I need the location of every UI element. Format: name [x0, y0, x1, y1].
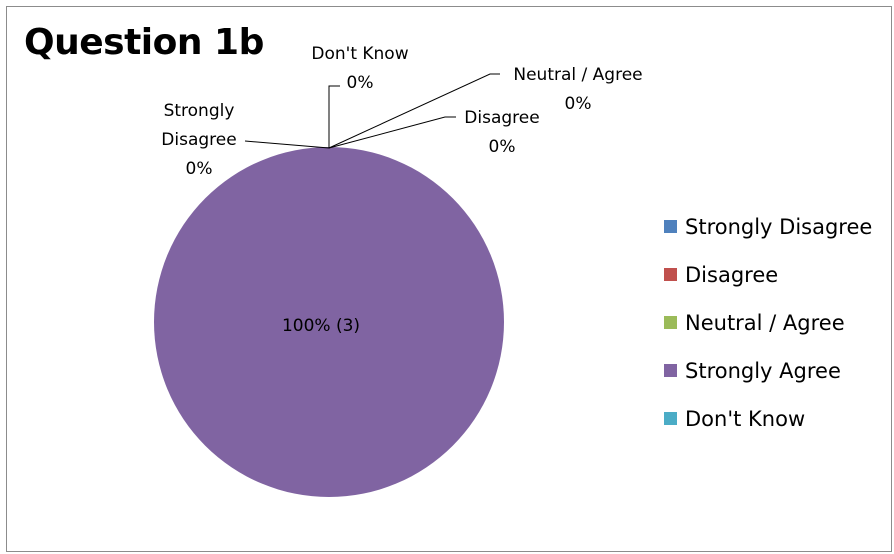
callout-dont-know-label-line: 0%: [347, 73, 374, 93]
callout-neutral-agree-label-line: Neutral / Agree: [513, 65, 642, 85]
legend-swatch-disagree: [664, 268, 677, 281]
callout-strongly-disagree-leader: [244, 140, 330, 149]
legend-label-strongly-disagree: Strongly Disagree: [685, 215, 872, 239]
legend-label-strongly-agree: Strongly Agree: [685, 359, 841, 383]
legend: Strongly Disagree Disagree Neutral / Agree…: [664, 215, 872, 431]
legend-swatch-neutral-agree: [664, 316, 677, 329]
callout-layer: Strongly Disagree 0% Don't Know 0% Neutral / …: [161, 44, 642, 179]
legend-swatch-strongly-agree: [664, 364, 677, 377]
callout-disagree-leader: [328, 116, 456, 149]
pie-slice-strongly-agree: [154, 147, 504, 497]
callout-neutral-agree-label-line: 0%: [565, 94, 592, 114]
callout-strongly-disagree-label-line: Strongly: [164, 101, 235, 121]
callout-neutral-agree-leader: [328, 73, 500, 149]
callout-dont-know-leader: [328, 85, 340, 148]
callout-strongly-disagree-label-line: 0%: [186, 159, 213, 179]
legend-swatch-strongly-disagree: [664, 220, 677, 233]
callout-disagree-label-line: Disagree: [464, 108, 539, 128]
legend-label-neutral-agree: Neutral / Agree: [685, 311, 845, 335]
pie-layer: 100% (3): [154, 147, 504, 497]
legend-label-disagree: Disagree: [685, 263, 778, 287]
legend-label-don-t-know: Don't Know: [685, 407, 805, 431]
callout-dont-know-label-line: Don't Know: [311, 44, 408, 64]
chart-title: Question 1b: [24, 22, 264, 63]
legend-swatch-don-t-know: [664, 412, 677, 425]
callout-strongly-disagree-label-line: Disagree: [161, 130, 236, 150]
callout-disagree-label-line: 0%: [489, 137, 516, 157]
data-label-strongly-agree: 100% (3): [282, 316, 360, 336]
